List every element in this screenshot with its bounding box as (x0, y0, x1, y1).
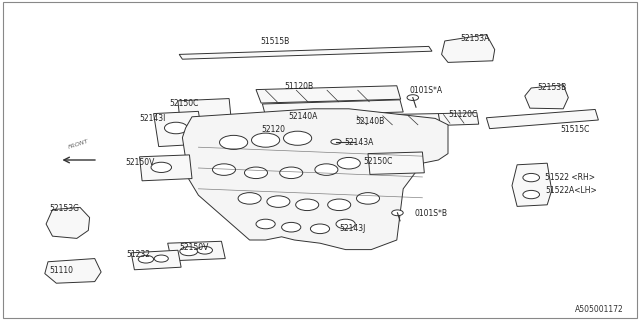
Circle shape (154, 255, 168, 262)
Polygon shape (262, 100, 403, 116)
Circle shape (197, 246, 212, 254)
Text: 51515C: 51515C (560, 125, 589, 134)
Circle shape (282, 222, 301, 232)
Polygon shape (46, 207, 90, 238)
Circle shape (315, 164, 338, 175)
Text: 52153B: 52153B (538, 83, 567, 92)
Circle shape (523, 173, 540, 182)
Circle shape (356, 193, 380, 204)
Text: 52140A: 52140A (288, 112, 317, 121)
Text: 52150V: 52150V (179, 243, 209, 252)
Circle shape (328, 199, 351, 211)
Text: 51110: 51110 (49, 266, 73, 275)
Text: 52140B: 52140B (355, 117, 385, 126)
Text: 52120: 52120 (261, 125, 285, 134)
Text: 52143I: 52143I (140, 114, 166, 123)
Polygon shape (368, 152, 424, 174)
Circle shape (392, 210, 403, 216)
Text: A505001172: A505001172 (575, 305, 624, 314)
Text: 0101S*A: 0101S*A (410, 86, 443, 95)
Text: 52143J: 52143J (339, 224, 365, 233)
Circle shape (407, 95, 419, 100)
Circle shape (252, 133, 280, 147)
Circle shape (138, 255, 154, 263)
Text: 52143A: 52143A (344, 138, 374, 147)
Text: 52153A: 52153A (461, 34, 490, 43)
Polygon shape (486, 109, 598, 129)
Text: 51232: 51232 (127, 250, 151, 259)
Text: 51120C: 51120C (448, 110, 477, 119)
Text: 51120B: 51120B (285, 82, 314, 91)
Polygon shape (178, 99, 232, 126)
Circle shape (212, 164, 236, 175)
Circle shape (267, 196, 290, 207)
Polygon shape (168, 241, 225, 261)
Polygon shape (182, 109, 448, 250)
Text: 0101S*B: 0101S*B (414, 209, 447, 218)
Circle shape (310, 224, 330, 234)
Circle shape (180, 247, 198, 256)
Circle shape (280, 167, 303, 179)
Text: 52153G: 52153G (49, 204, 79, 213)
Text: 51515B: 51515B (260, 37, 290, 46)
Circle shape (523, 190, 540, 199)
Circle shape (337, 157, 360, 169)
Polygon shape (525, 85, 568, 109)
Text: 52150V: 52150V (125, 158, 155, 167)
Circle shape (164, 122, 188, 134)
Polygon shape (256, 86, 401, 103)
Circle shape (256, 219, 275, 229)
Polygon shape (131, 250, 181, 270)
Circle shape (296, 199, 319, 211)
Circle shape (284, 131, 312, 145)
Text: 51522A<LH>: 51522A<LH> (545, 186, 597, 195)
Circle shape (331, 139, 341, 144)
Polygon shape (154, 111, 204, 147)
Circle shape (238, 193, 261, 204)
Polygon shape (179, 46, 432, 59)
Circle shape (220, 135, 248, 149)
Circle shape (151, 162, 172, 172)
Text: 52150C: 52150C (363, 157, 392, 166)
Polygon shape (512, 163, 552, 206)
Polygon shape (45, 259, 101, 283)
Polygon shape (349, 114, 442, 126)
Circle shape (336, 219, 355, 229)
Text: 52150C: 52150C (170, 99, 199, 108)
Polygon shape (140, 155, 192, 181)
Circle shape (244, 167, 268, 179)
Text: 51522 <RH>: 51522 <RH> (545, 173, 595, 182)
Polygon shape (442, 35, 495, 62)
Polygon shape (438, 113, 479, 125)
Text: FRONT: FRONT (68, 139, 90, 150)
